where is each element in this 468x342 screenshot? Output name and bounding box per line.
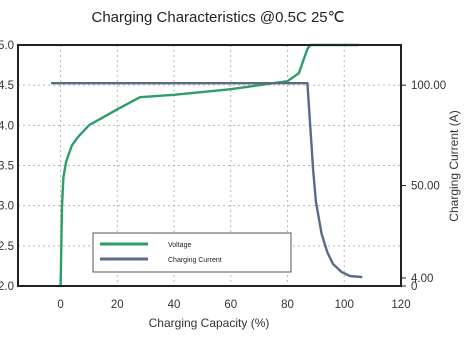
y-left-tick-label: 2.0 xyxy=(0,281,14,293)
y-left-tick-label: 3.0 xyxy=(0,201,14,213)
x-tick-label: 40 xyxy=(168,299,181,311)
y-right-tick-label: 100.00 xyxy=(411,80,446,92)
x-tick-label: 120 xyxy=(391,299,410,311)
right-axis-label: Charging Current (A) xyxy=(447,110,461,221)
plot-frame xyxy=(17,44,402,287)
legend-box xyxy=(92,232,292,273)
y-left-tick-label: 4.0 xyxy=(0,120,14,132)
y-right-tick-label: 0 xyxy=(411,281,417,293)
y-left-tick-label: 2.5 xyxy=(0,241,14,253)
series-line-voltage xyxy=(59,43,360,288)
y-left-tick-label: 4.5 xyxy=(0,80,14,92)
ticks: 2.0 2.5 3.0 3.5 4.0 4.5 5.0 0 20 40 60 80 100 120 100.… xyxy=(0,40,446,311)
x-tick-label: 100 xyxy=(335,299,354,311)
legend: Voltage Charging Current xyxy=(92,232,292,273)
y-right-tick-label: 4.00 xyxy=(411,273,433,285)
y-left-tick-label: 3.5 xyxy=(0,161,14,173)
x-tick-label: 0 xyxy=(57,299,63,311)
y-right-tick-label: 50.00 xyxy=(411,181,440,193)
chart-title: Charging Characteristics @0.5C 25℃ xyxy=(91,9,344,26)
x-axis-label: Charging Capacity (%) xyxy=(149,316,270,330)
legend-label-voltage: Voltage xyxy=(168,242,191,249)
y-left-tick-label: 5.0 xyxy=(0,40,14,52)
series-line-charging-current xyxy=(50,81,363,279)
legend-label-charging-current: Charging Current xyxy=(168,257,222,264)
series-layer xyxy=(50,43,363,288)
x-tick-label: 60 xyxy=(224,299,237,311)
x-tick-label: 80 xyxy=(281,299,294,311)
x-tick-label: 20 xyxy=(111,299,124,311)
